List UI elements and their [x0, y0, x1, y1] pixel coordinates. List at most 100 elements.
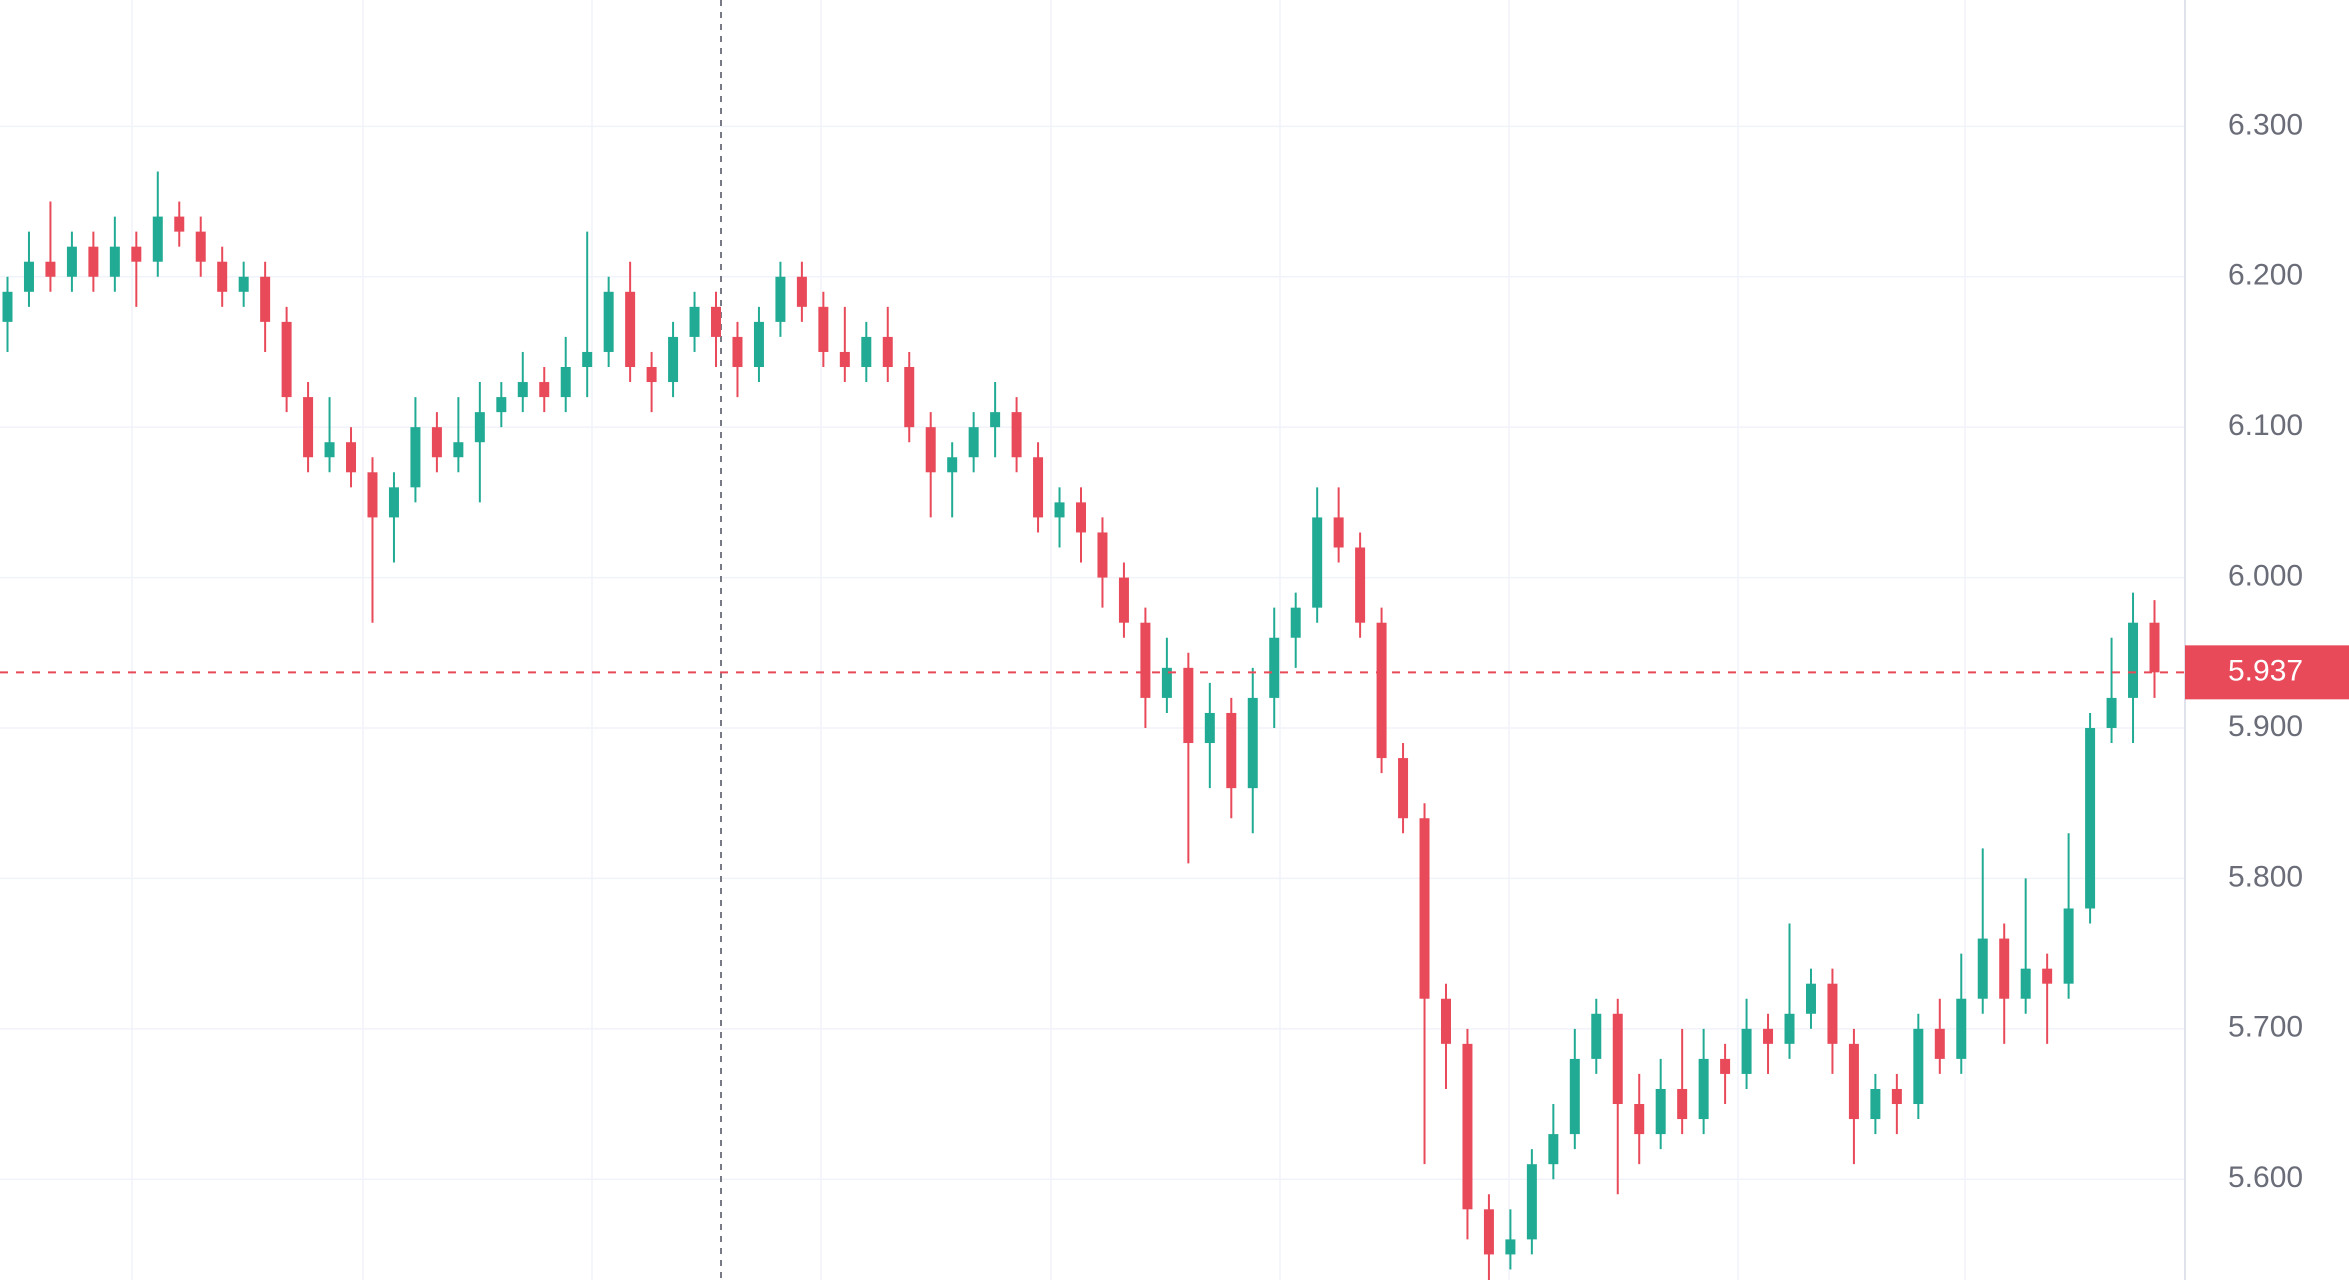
candle-body — [904, 367, 915, 428]
candle-body — [1204, 712, 1215, 744]
candle-body — [410, 427, 421, 488]
candle-body — [582, 351, 593, 368]
candle-body — [1376, 622, 1387, 759]
candle-body — [560, 367, 571, 398]
candle-body — [2063, 908, 2074, 984]
last-price-tag — [2185, 645, 2349, 700]
candle-body — [1698, 1058, 1709, 1120]
candle-body — [646, 367, 657, 383]
candle-body — [1827, 983, 1838, 1044]
candle-body — [1226, 712, 1237, 789]
candle-body — [711, 306, 722, 337]
y-tick-label: 5.700 — [2228, 1011, 2303, 1044]
candle-body — [925, 427, 936, 473]
candle-body — [1355, 547, 1366, 623]
candle-body — [1462, 1043, 1473, 1210]
candle-body — [23, 261, 34, 292]
candle-body — [195, 231, 206, 262]
candle-body — [1161, 667, 1172, 698]
y-tick-label: 6.100 — [2228, 409, 2303, 442]
candle-body — [1398, 758, 1409, 819]
candle-body — [990, 412, 1001, 428]
candle-body — [174, 216, 185, 232]
vertical-grid — [0, 0, 2185, 1280]
y-tick-label: 5.600 — [2228, 1161, 2303, 1194]
candle-body — [1011, 412, 1022, 458]
candle-body — [968, 427, 979, 458]
candle-body — [689, 306, 700, 337]
candle-body — [260, 276, 271, 322]
candle-body — [2042, 968, 2053, 984]
candle-body — [2128, 622, 2139, 698]
candle-body — [1977, 938, 1988, 999]
candle-body — [474, 412, 485, 443]
candle-body — [818, 306, 829, 352]
candle-body — [1956, 998, 1967, 1059]
candle-body — [1591, 1013, 1602, 1059]
candle-body — [1548, 1134, 1559, 1165]
candle-body — [1741, 1028, 1752, 1074]
candle-body — [1033, 457, 1044, 518]
candle-body — [1312, 517, 1323, 608]
candle-body — [1677, 1088, 1688, 1120]
candle-body — [947, 457, 958, 473]
candle-body — [796, 276, 807, 307]
candle-body — [1999, 938, 2010, 999]
candle-body — [882, 336, 893, 368]
candle-body — [1505, 1239, 1516, 1255]
candle-body — [861, 336, 872, 368]
candle-body — [1763, 1028, 1774, 1044]
candle-body — [603, 291, 614, 352]
candle-body — [1419, 818, 1430, 999]
candle-body — [1269, 637, 1280, 698]
candle-body — [2, 291, 13, 322]
candle-body — [1140, 622, 1151, 698]
y-tick-label: 5.900 — [2228, 710, 2303, 743]
candle-body — [109, 246, 120, 277]
candle-body — [1612, 1013, 1623, 1105]
candle-body — [1097, 532, 1108, 578]
candle-body — [281, 321, 292, 398]
candle-body — [1848, 1043, 1859, 1120]
candle-body — [1805, 983, 1816, 1014]
candle-body — [775, 276, 786, 322]
candle-body — [2020, 968, 2031, 999]
candle-body — [1934, 1028, 1945, 1059]
candle-body — [1483, 1209, 1494, 1255]
candle-body — [1118, 577, 1129, 623]
candle-body — [346, 442, 357, 473]
candle-body — [2149, 622, 2160, 673]
candle-body — [453, 442, 464, 458]
candle-body — [1526, 1164, 1537, 1240]
candle-body — [1333, 517, 1344, 548]
candle-body — [1054, 502, 1065, 518]
candle-body — [496, 397, 507, 413]
candle-body — [1870, 1088, 1881, 1120]
y-tick-label: 5.800 — [2228, 860, 2303, 893]
candle-body — [625, 291, 636, 368]
candle-body — [324, 442, 335, 458]
candle-body — [1720, 1058, 1731, 1074]
y-tick-label: 6.000 — [2228, 560, 2303, 593]
y-tick-label: 6.300 — [2228, 108, 2303, 141]
candle-body — [238, 276, 249, 292]
candle-body — [753, 321, 764, 368]
candle-body — [431, 427, 442, 458]
candle-body — [367, 472, 378, 518]
candle-body — [152, 216, 163, 262]
candle-body — [388, 487, 399, 518]
candle-body — [1076, 502, 1086, 533]
candle-body — [839, 351, 850, 368]
candle-body — [66, 246, 77, 277]
candle-body — [1247, 697, 1258, 789]
candle-body — [303, 397, 314, 458]
candle-body — [2106, 697, 2117, 728]
candle-body — [1290, 607, 1301, 638]
candle-body — [131, 246, 142, 262]
candle-body — [1440, 998, 1451, 1044]
candle-body — [2085, 727, 2096, 909]
y-tick-label: 6.200 — [2228, 259, 2303, 292]
candle-body — [668, 336, 679, 383]
